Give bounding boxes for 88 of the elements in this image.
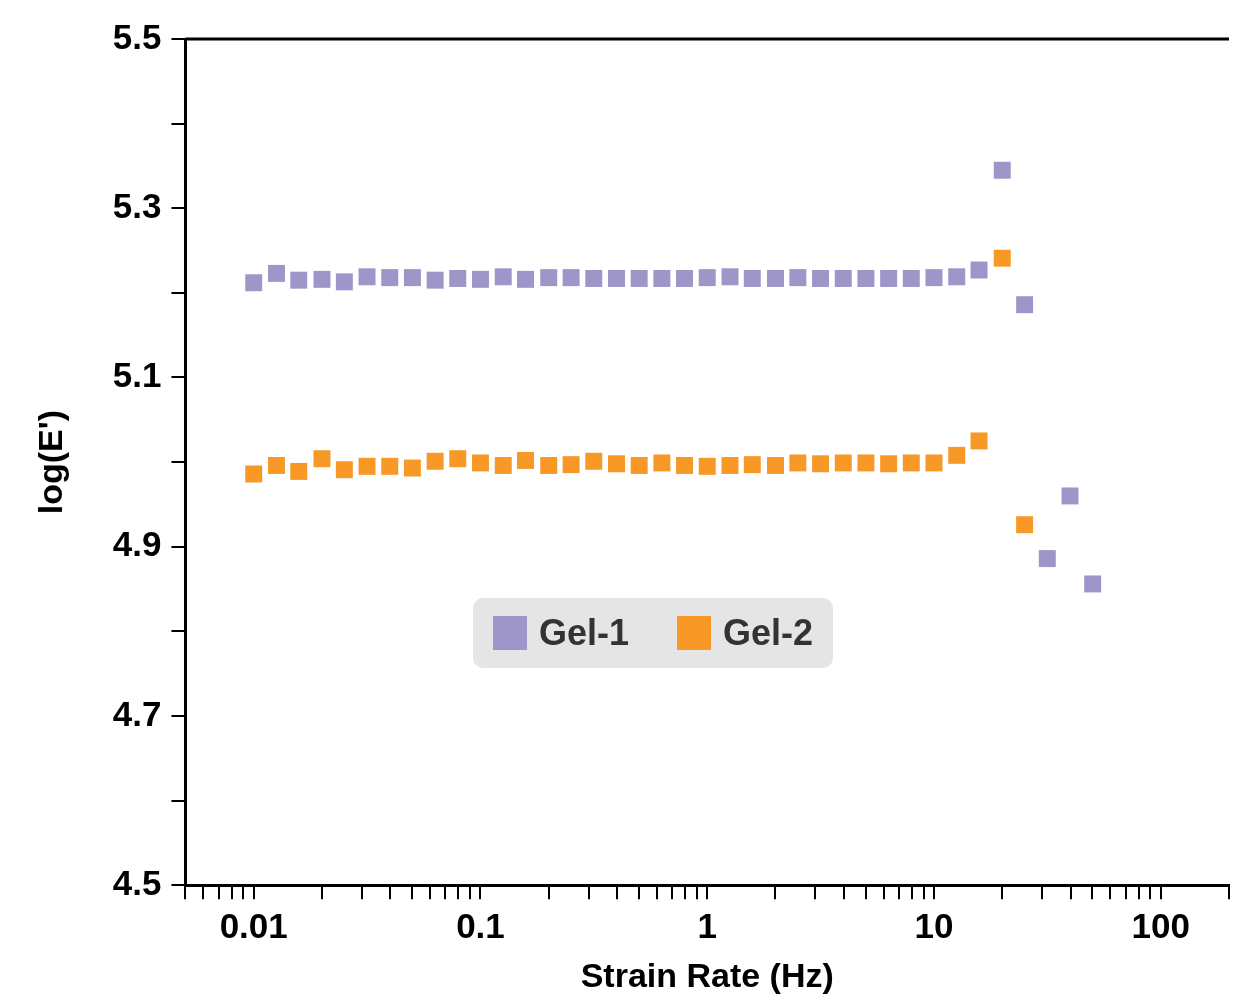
point [471, 454, 489, 472]
point [698, 457, 716, 475]
point [902, 454, 920, 472]
point [834, 269, 852, 287]
y-tick-label: 5.5 [112, 16, 162, 56]
point [426, 271, 444, 289]
point [562, 456, 580, 474]
point [630, 269, 648, 287]
point [245, 274, 263, 292]
point [857, 269, 875, 287]
point [721, 457, 739, 474]
point [812, 455, 830, 473]
point [653, 269, 671, 287]
point [993, 161, 1011, 179]
point [721, 268, 739, 286]
point [1038, 550, 1056, 568]
point [743, 269, 761, 287]
point [902, 269, 920, 287]
point [449, 269, 467, 287]
point [698, 269, 716, 287]
y-tick-label: 4.7 [112, 693, 162, 733]
point [1016, 296, 1034, 314]
point [358, 268, 376, 286]
legend-label: Gel-1 [539, 612, 630, 654]
point [834, 454, 852, 472]
point [970, 432, 988, 450]
point [789, 454, 807, 472]
point [608, 269, 625, 287]
point [630, 457, 648, 474]
point [426, 452, 444, 470]
point [381, 269, 399, 287]
point [267, 457, 285, 474]
point [585, 269, 603, 287]
point [290, 462, 308, 480]
y-tick-label: 4.9 [112, 524, 162, 564]
point [993, 249, 1011, 267]
y-tick-label: 5.1 [112, 355, 162, 395]
point [767, 269, 784, 287]
x-tick-label: 0.01 [219, 905, 288, 945]
point [857, 454, 875, 472]
y-tick-label: 5.3 [112, 185, 162, 225]
point [1084, 575, 1102, 593]
point [358, 457, 376, 475]
x-tick-label: 10 [914, 905, 954, 945]
point [562, 269, 580, 287]
point [267, 264, 285, 282]
point [449, 450, 467, 468]
point [925, 269, 943, 287]
point [743, 456, 761, 474]
point [767, 457, 784, 474]
point [676, 269, 693, 287]
point [653, 454, 671, 472]
point [381, 457, 399, 475]
point [517, 451, 534, 469]
x-tick-label: 1 [697, 905, 717, 945]
point [948, 268, 966, 286]
point [494, 457, 512, 474]
point [335, 273, 353, 291]
point [494, 268, 512, 286]
point [403, 459, 421, 477]
point [880, 269, 898, 287]
y-axis-title: log(E') [30, 409, 69, 515]
point [517, 270, 534, 288]
point [540, 269, 558, 287]
point [925, 454, 943, 472]
point [970, 261, 988, 279]
point [1061, 487, 1079, 505]
point [789, 269, 807, 287]
point [403, 269, 421, 287]
point [608, 455, 625, 473]
point [245, 465, 263, 483]
point [313, 270, 331, 288]
y-tick-label: 4.5 [112, 862, 162, 902]
point [290, 271, 308, 289]
point [676, 457, 693, 474]
point [880, 455, 898, 473]
x-axis-title: Strain Rate (Hz) [580, 955, 834, 994]
point [948, 446, 966, 464]
point [812, 269, 830, 287]
point [585, 452, 603, 470]
point [335, 461, 353, 479]
x-tick-label: 100 [1131, 905, 1190, 945]
point [540, 457, 558, 474]
legend-label: Gel-2 [723, 612, 814, 654]
point [471, 270, 489, 288]
point [313, 450, 331, 468]
point [1016, 516, 1034, 534]
x-tick-label: 0.1 [456, 905, 505, 945]
